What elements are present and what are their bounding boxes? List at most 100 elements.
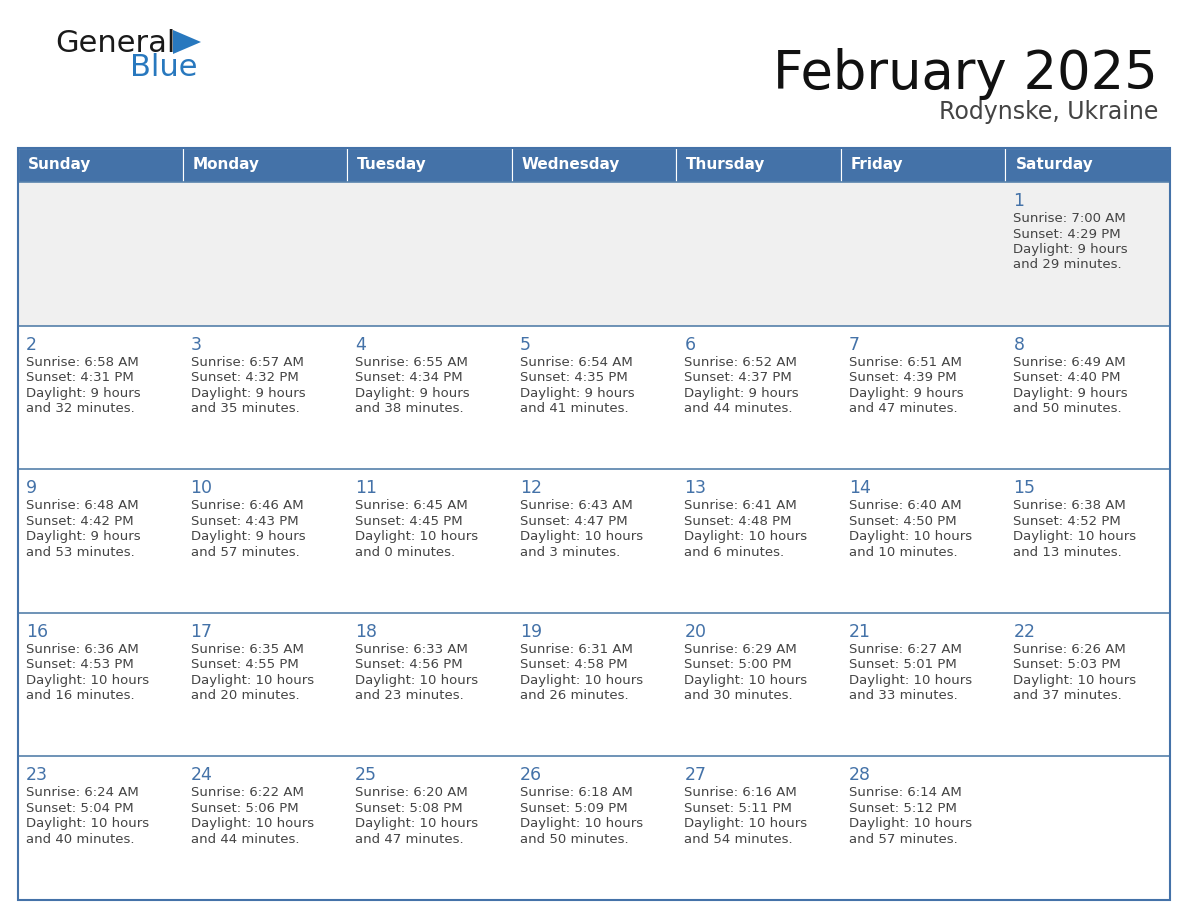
Text: and 50 minutes.: and 50 minutes. — [1013, 402, 1121, 415]
Text: Sunset: 4:43 PM: Sunset: 4:43 PM — [190, 515, 298, 528]
Text: Daylight: 10 hours: Daylight: 10 hours — [849, 817, 972, 831]
Text: and 47 minutes.: and 47 minutes. — [355, 833, 463, 845]
Text: Daylight: 9 hours: Daylight: 9 hours — [190, 386, 305, 399]
Text: Sunrise: 6:31 AM: Sunrise: 6:31 AM — [519, 643, 632, 655]
Text: Daylight: 9 hours: Daylight: 9 hours — [26, 531, 140, 543]
Text: and 23 minutes.: and 23 minutes. — [355, 689, 463, 702]
Bar — [841, 148, 1005, 182]
Text: Wednesday: Wednesday — [522, 158, 620, 173]
Text: and 0 minutes.: and 0 minutes. — [355, 545, 455, 559]
Text: Daylight: 10 hours: Daylight: 10 hours — [355, 531, 479, 543]
Text: Friday: Friday — [851, 158, 904, 173]
Text: Sunrise: 6:26 AM: Sunrise: 6:26 AM — [1013, 643, 1126, 655]
Text: and 33 minutes.: and 33 minutes. — [849, 689, 958, 702]
Text: Sunrise: 6:16 AM: Sunrise: 6:16 AM — [684, 787, 797, 800]
Text: Sunrise: 6:49 AM: Sunrise: 6:49 AM — [1013, 355, 1126, 369]
Bar — [18, 182, 1170, 326]
Text: Sunset: 5:06 PM: Sunset: 5:06 PM — [190, 802, 298, 815]
Text: Sunset: 4:48 PM: Sunset: 4:48 PM — [684, 515, 791, 528]
Text: Sunset: 4:35 PM: Sunset: 4:35 PM — [519, 371, 627, 384]
Text: 2: 2 — [26, 336, 37, 353]
Text: and 41 minutes.: and 41 minutes. — [519, 402, 628, 415]
Text: Daylight: 10 hours: Daylight: 10 hours — [684, 674, 808, 687]
Text: Sunset: 4:55 PM: Sunset: 4:55 PM — [190, 658, 298, 671]
Text: Sunset: 5:03 PM: Sunset: 5:03 PM — [1013, 658, 1121, 671]
Text: 28: 28 — [849, 767, 871, 784]
Text: Sunrise: 6:41 AM: Sunrise: 6:41 AM — [684, 499, 797, 512]
Text: Sunset: 4:34 PM: Sunset: 4:34 PM — [355, 371, 463, 384]
Text: Sunrise: 6:46 AM: Sunrise: 6:46 AM — [190, 499, 303, 512]
Text: and 32 minutes.: and 32 minutes. — [26, 402, 134, 415]
Text: 14: 14 — [849, 479, 871, 498]
Text: 11: 11 — [355, 479, 377, 498]
Text: Sunset: 4:32 PM: Sunset: 4:32 PM — [190, 371, 298, 384]
Text: Sunrise: 6:36 AM: Sunrise: 6:36 AM — [26, 643, 139, 655]
Text: Sunrise: 6:24 AM: Sunrise: 6:24 AM — [26, 787, 139, 800]
Text: Sunset: 4:58 PM: Sunset: 4:58 PM — [519, 658, 627, 671]
Text: Daylight: 10 hours: Daylight: 10 hours — [684, 531, 808, 543]
Text: Sunset: 4:50 PM: Sunset: 4:50 PM — [849, 515, 956, 528]
Text: 1: 1 — [1013, 192, 1024, 210]
Text: 22: 22 — [1013, 622, 1036, 641]
Text: Daylight: 10 hours: Daylight: 10 hours — [190, 674, 314, 687]
Text: Sunset: 4:45 PM: Sunset: 4:45 PM — [355, 515, 463, 528]
Bar — [18, 326, 1170, 469]
Text: Sunrise: 6:55 AM: Sunrise: 6:55 AM — [355, 355, 468, 369]
Text: and 57 minutes.: and 57 minutes. — [849, 833, 958, 845]
Text: and 50 minutes.: and 50 minutes. — [519, 833, 628, 845]
Text: Sunset: 5:09 PM: Sunset: 5:09 PM — [519, 802, 627, 815]
Text: Daylight: 10 hours: Daylight: 10 hours — [1013, 531, 1137, 543]
Text: and 47 minutes.: and 47 minutes. — [849, 402, 958, 415]
Text: Sunset: 5:08 PM: Sunset: 5:08 PM — [355, 802, 463, 815]
Text: and 40 minutes.: and 40 minutes. — [26, 833, 134, 845]
Text: 3: 3 — [190, 336, 202, 353]
Text: Sunset: 5:04 PM: Sunset: 5:04 PM — [26, 802, 133, 815]
Bar — [1005, 148, 1170, 182]
Text: 21: 21 — [849, 622, 871, 641]
Text: Sunrise: 6:38 AM: Sunrise: 6:38 AM — [1013, 499, 1126, 512]
Text: and 10 minutes.: and 10 minutes. — [849, 545, 958, 559]
Text: Daylight: 10 hours: Daylight: 10 hours — [519, 674, 643, 687]
Text: Sunrise: 6:20 AM: Sunrise: 6:20 AM — [355, 787, 468, 800]
Text: Sunset: 5:12 PM: Sunset: 5:12 PM — [849, 802, 956, 815]
Text: and 6 minutes.: and 6 minutes. — [684, 545, 784, 559]
Text: Sunrise: 7:00 AM: Sunrise: 7:00 AM — [1013, 212, 1126, 225]
Text: Sunset: 4:40 PM: Sunset: 4:40 PM — [1013, 371, 1121, 384]
Text: Tuesday: Tuesday — [358, 158, 426, 173]
Text: Sunrise: 6:22 AM: Sunrise: 6:22 AM — [190, 787, 303, 800]
Text: Blue: Blue — [129, 53, 197, 82]
Bar — [676, 148, 841, 182]
Text: Daylight: 10 hours: Daylight: 10 hours — [684, 817, 808, 831]
Text: Daylight: 10 hours: Daylight: 10 hours — [355, 674, 479, 687]
Text: Sunrise: 6:57 AM: Sunrise: 6:57 AM — [190, 355, 303, 369]
Text: 10: 10 — [190, 479, 213, 498]
Text: Sunrise: 6:43 AM: Sunrise: 6:43 AM — [519, 499, 632, 512]
Text: and 29 minutes.: and 29 minutes. — [1013, 259, 1121, 272]
Text: Sunrise: 6:14 AM: Sunrise: 6:14 AM — [849, 787, 961, 800]
Text: Sunset: 4:52 PM: Sunset: 4:52 PM — [1013, 515, 1121, 528]
Text: 23: 23 — [26, 767, 48, 784]
Bar — [512, 148, 676, 182]
Text: Sunrise: 6:35 AM: Sunrise: 6:35 AM — [190, 643, 303, 655]
Bar — [18, 613, 1170, 756]
Text: Sunrise: 6:29 AM: Sunrise: 6:29 AM — [684, 643, 797, 655]
Text: Daylight: 10 hours: Daylight: 10 hours — [519, 817, 643, 831]
Text: Sunset: 4:39 PM: Sunset: 4:39 PM — [849, 371, 956, 384]
Text: Daylight: 10 hours: Daylight: 10 hours — [190, 817, 314, 831]
Text: Daylight: 9 hours: Daylight: 9 hours — [849, 386, 963, 399]
Text: Daylight: 9 hours: Daylight: 9 hours — [190, 531, 305, 543]
Text: Daylight: 10 hours: Daylight: 10 hours — [26, 817, 150, 831]
Text: Sunrise: 6:51 AM: Sunrise: 6:51 AM — [849, 355, 962, 369]
Text: Rodynske, Ukraine: Rodynske, Ukraine — [939, 100, 1158, 124]
Text: 8: 8 — [1013, 336, 1024, 353]
Text: 24: 24 — [190, 767, 213, 784]
Text: Sunrise: 6:52 AM: Sunrise: 6:52 AM — [684, 355, 797, 369]
Text: Sunrise: 6:40 AM: Sunrise: 6:40 AM — [849, 499, 961, 512]
Text: 19: 19 — [519, 622, 542, 641]
Bar — [347, 148, 512, 182]
Text: and 38 minutes.: and 38 minutes. — [355, 402, 463, 415]
Text: 5: 5 — [519, 336, 531, 353]
Bar — [18, 148, 183, 182]
Text: 17: 17 — [190, 622, 213, 641]
Text: and 3 minutes.: and 3 minutes. — [519, 545, 620, 559]
